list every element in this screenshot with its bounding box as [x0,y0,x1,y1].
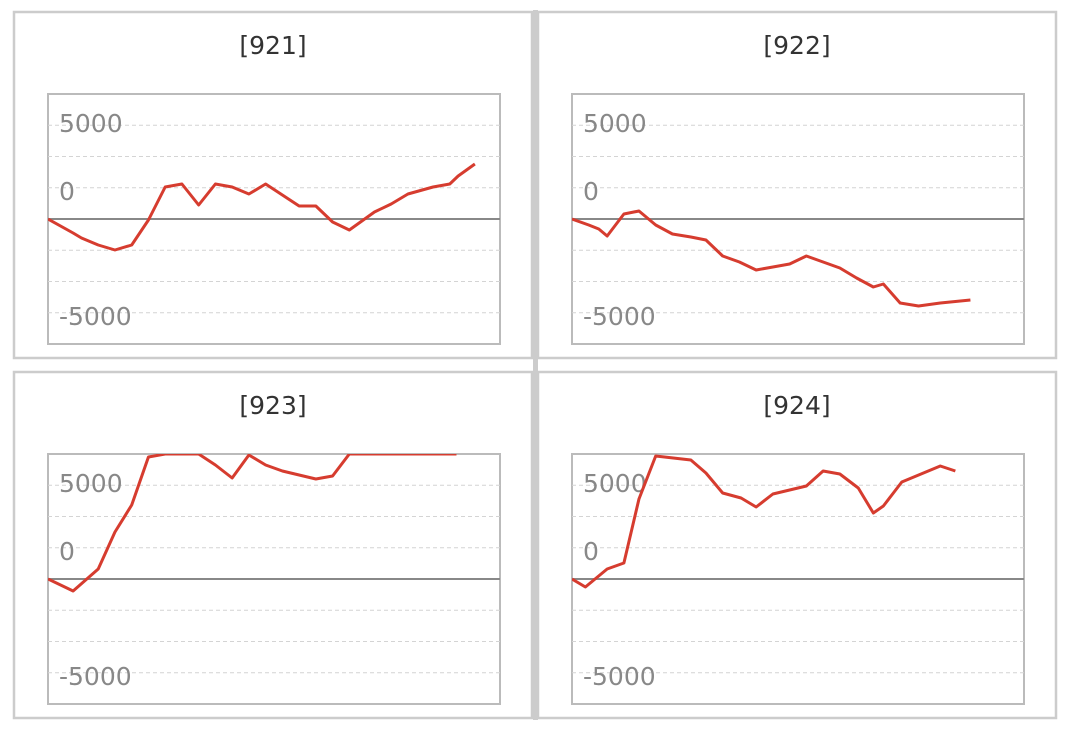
y-tick-label: 5000 [583,469,647,498]
y-tick-label: -5000 [59,662,132,691]
chart-title: [921] [239,31,306,60]
y-tick-label: 5000 [583,109,647,138]
data-line [572,209,971,308]
y-tick-label: 0 [583,177,599,206]
y-tick-label: -5000 [583,662,656,691]
y-tick-label: -5000 [583,302,656,331]
y-tick-label: 0 [583,537,599,566]
chart-title: [924] [763,391,830,420]
data-line [48,454,457,593]
y-tick-label: 5000 [59,469,123,498]
chart-title: [922] [763,31,830,60]
separator [533,10,538,720]
chart-title: [923] [239,391,306,420]
y-tick-label: 0 [59,537,75,566]
y-tick-label: 5000 [59,109,123,138]
y-tick-label: 0 [59,177,75,206]
data-line [572,454,956,589]
data-line [48,162,476,252]
y-tick-label: -5000 [59,302,132,331]
